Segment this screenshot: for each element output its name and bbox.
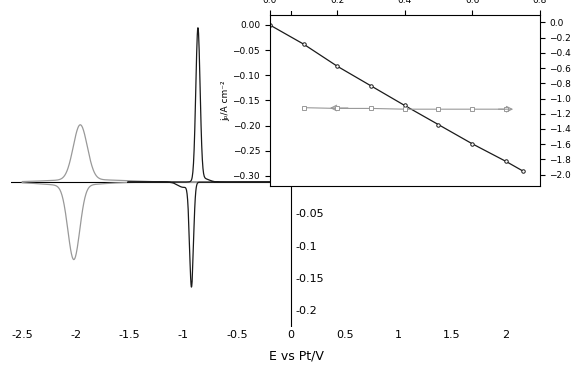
Text: 0: 0	[295, 177, 302, 187]
Text: -0.15: -0.15	[295, 274, 324, 284]
Text: -2.5: -2.5	[11, 330, 33, 340]
Text: -0.05: -0.05	[295, 209, 324, 219]
Text: 0.25: 0.25	[295, 16, 320, 26]
Text: j/A cm⁻²: j/A cm⁻²	[325, 25, 377, 38]
Text: 0.5: 0.5	[336, 330, 354, 340]
Text: 0.1: 0.1	[295, 113, 313, 123]
Text: E vs Pt/V: E vs Pt/V	[269, 350, 324, 362]
Text: -0.5: -0.5	[226, 330, 248, 340]
Text: -2: -2	[71, 330, 82, 340]
Y-axis label: jₚ/A cm⁻²: jₚ/A cm⁻²	[220, 80, 230, 121]
Text: 1: 1	[395, 330, 402, 340]
Text: -0.1: -0.1	[295, 242, 317, 252]
Text: -1: -1	[178, 330, 189, 340]
Text: -0.2: -0.2	[295, 306, 317, 316]
Text: 0.05: 0.05	[295, 145, 320, 155]
Text: 0.15: 0.15	[295, 80, 320, 90]
Text: -1.5: -1.5	[119, 330, 141, 340]
Text: 1.5: 1.5	[443, 330, 461, 340]
Text: 2: 2	[502, 330, 509, 340]
Text: 0.2: 0.2	[295, 48, 313, 58]
Text: 0: 0	[288, 330, 294, 340]
